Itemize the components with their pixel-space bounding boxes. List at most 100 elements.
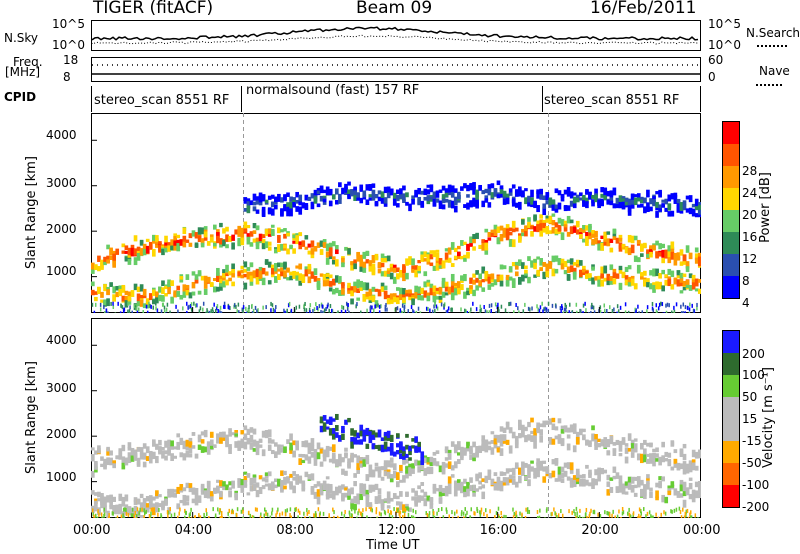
echo-cell xyxy=(368,194,373,198)
echo-cell xyxy=(488,303,491,308)
echo-cell xyxy=(124,250,129,254)
echo-cell xyxy=(399,491,403,497)
echo-cell xyxy=(603,442,608,448)
echo-cell xyxy=(313,196,318,204)
echo-cell xyxy=(502,434,507,442)
echo-cell xyxy=(391,515,394,518)
echo-cell xyxy=(103,256,107,264)
x-tick-label: 16:00 xyxy=(479,523,518,538)
echo-cell xyxy=(484,228,489,233)
echo-cell xyxy=(484,239,489,244)
echo-cell xyxy=(319,186,324,194)
echo-cell xyxy=(341,257,345,265)
echo-cell xyxy=(539,214,543,219)
echo-cell xyxy=(301,240,306,247)
echo-cell xyxy=(505,197,510,205)
echo-cell xyxy=(170,296,174,304)
echo-cell xyxy=(679,278,684,283)
echo-cell xyxy=(365,259,370,264)
echo-cell xyxy=(464,308,466,313)
echo-cell xyxy=(383,441,388,450)
echo-cell xyxy=(402,515,404,518)
echo-cell xyxy=(249,427,254,433)
echo-cell xyxy=(569,302,571,307)
echo-cell xyxy=(331,256,336,260)
echo-cell xyxy=(185,274,190,280)
echo-cell xyxy=(280,229,284,233)
echo-cell xyxy=(325,445,330,451)
echo-cell xyxy=(524,274,528,279)
echo-cell xyxy=(399,510,402,515)
echo-cell xyxy=(521,262,525,269)
echo-cell xyxy=(383,462,388,471)
echo-cell xyxy=(164,455,168,461)
echo-cell xyxy=(109,461,113,466)
echo-cell xyxy=(161,295,165,302)
echo-cell xyxy=(435,190,440,198)
echo-cell xyxy=(527,479,531,487)
echo-cell xyxy=(243,261,248,268)
echo-cell xyxy=(646,480,650,485)
echo-cell xyxy=(466,290,470,295)
echo-cell xyxy=(289,473,293,478)
echo-cell xyxy=(636,476,641,482)
echo-cell xyxy=(597,279,601,287)
echo-cell xyxy=(475,452,479,456)
echo-cell xyxy=(515,302,517,307)
echo-cell xyxy=(457,245,461,250)
nave-tick-top: 60 xyxy=(708,53,724,67)
echo-cell xyxy=(261,430,266,438)
echo-cell xyxy=(450,242,455,250)
echo-cell xyxy=(222,269,226,274)
echo-cell xyxy=(444,284,449,292)
echo-cell xyxy=(301,480,306,486)
echo-cell xyxy=(524,476,528,480)
echo-cell xyxy=(148,453,153,459)
echo-cell xyxy=(389,299,394,304)
echo-cell xyxy=(118,508,123,515)
echo-cell xyxy=(350,261,354,266)
echo-cell xyxy=(389,448,394,456)
echo-cell xyxy=(536,190,540,199)
echo-cell xyxy=(194,493,199,501)
echo-cell xyxy=(191,230,196,237)
echo-cell xyxy=(267,429,272,437)
echo-cell xyxy=(150,511,152,516)
echo-cell xyxy=(453,511,456,516)
echo-cell xyxy=(106,446,110,452)
echo-cell xyxy=(474,511,476,516)
echo-cell xyxy=(499,225,504,231)
echo-cell xyxy=(131,310,133,313)
echo-cell xyxy=(316,452,321,460)
echo-cell xyxy=(591,302,593,307)
echo-cell xyxy=(100,291,104,298)
echo-cell xyxy=(417,265,421,272)
echo-cell xyxy=(216,479,220,483)
echo-cell xyxy=(660,512,662,517)
echo-cell xyxy=(450,280,455,286)
echo-cell xyxy=(407,507,410,512)
echo-cell xyxy=(160,513,162,518)
echo-cell xyxy=(313,458,318,466)
echo-cell xyxy=(604,308,606,313)
echo-cell xyxy=(431,309,434,313)
echo-cell xyxy=(463,516,465,518)
echo-cell xyxy=(600,439,604,447)
echo-cell xyxy=(557,466,562,475)
echo-cell xyxy=(505,514,507,518)
echo-cell xyxy=(188,292,193,299)
echo-cell xyxy=(109,249,113,256)
echo-cell xyxy=(374,300,379,307)
echo-cell xyxy=(582,303,585,308)
echo-cell xyxy=(274,248,278,254)
echo-cell xyxy=(97,287,101,295)
nave-tick-bottom: 0 xyxy=(708,70,716,84)
echo-cell xyxy=(389,263,394,268)
echo-cell xyxy=(107,311,109,313)
echo-cell xyxy=(358,508,360,513)
echo-cell xyxy=(697,490,701,499)
echo-cell xyxy=(411,468,415,474)
echo-cell xyxy=(606,238,611,246)
echo-cell xyxy=(336,515,339,518)
echo-cell xyxy=(124,300,129,308)
